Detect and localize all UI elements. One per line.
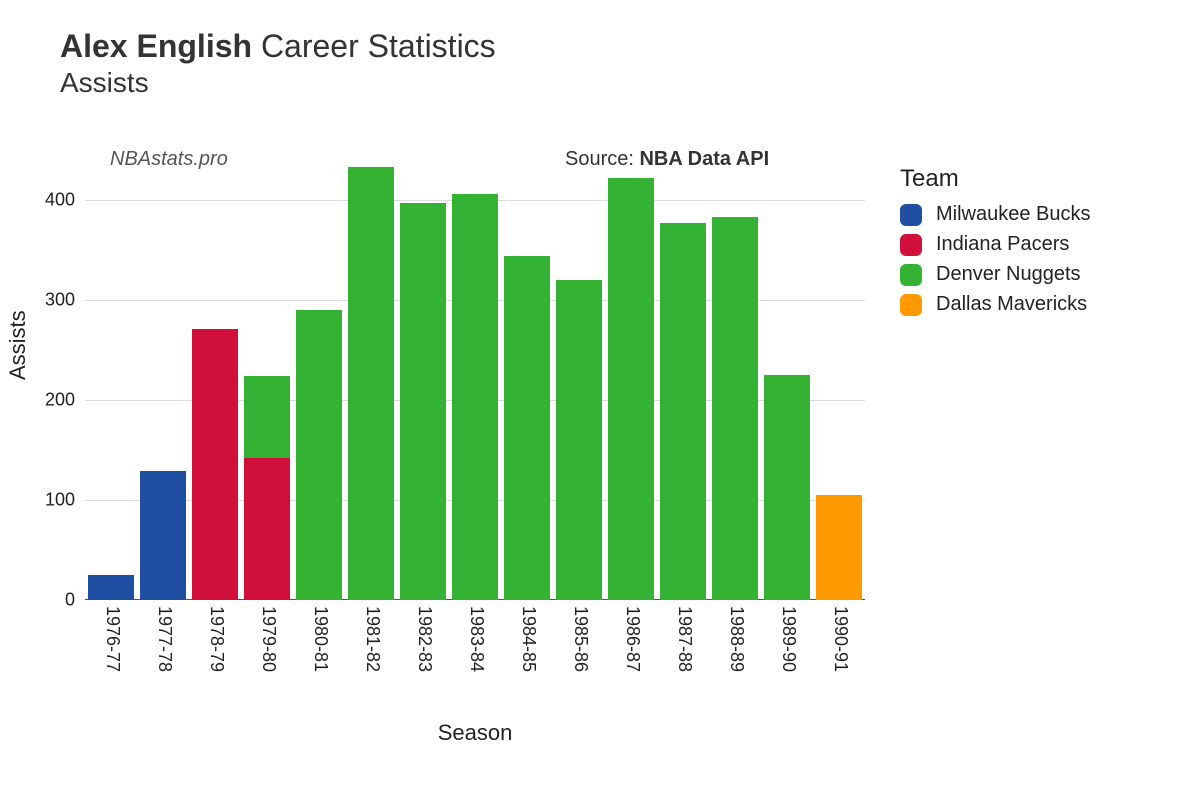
- bar-segment-denver: [244, 376, 291, 458]
- x-tick-label: 1977-78: [154, 606, 175, 672]
- bar: [504, 256, 551, 600]
- bar-segment-denver: [400, 203, 447, 600]
- legend-label: Milwaukee Bucks: [936, 203, 1091, 226]
- legend-item-dallas: Dallas Mavericks: [900, 293, 1091, 316]
- legend-item-milwaukee: Milwaukee Bucks: [900, 203, 1091, 226]
- bar-segment-indiana: [244, 458, 291, 600]
- legend-label: Indiana Pacers: [936, 233, 1069, 256]
- y-tick-label: 0: [15, 590, 75, 611]
- bar-segment-denver: [660, 223, 707, 600]
- bar: [452, 194, 499, 600]
- bar: [348, 167, 395, 600]
- legend: Team Milwaukee Bucks Indiana Pacers Denver…: [900, 165, 1091, 323]
- bar-segment-denver: [556, 280, 603, 600]
- bar-segment-dallas: [816, 495, 863, 600]
- bar-segment-denver: [348, 167, 395, 600]
- legend-title: Team: [900, 165, 1091, 193]
- x-tick-label: 1983-84: [466, 606, 487, 672]
- x-tick-label: 1982-83: [414, 606, 435, 672]
- bar-segment-denver: [608, 178, 655, 600]
- x-axis-label: Season: [85, 720, 865, 746]
- chart-title: Alex English Career Statistics Assists: [60, 28, 496, 99]
- source-prefix: Source:: [565, 148, 639, 170]
- bar-segment-denver: [712, 217, 759, 600]
- legend-swatch: [900, 204, 922, 226]
- bar: [192, 329, 239, 600]
- x-tick-label: 1989-90: [778, 606, 799, 672]
- player-name: Alex English: [60, 28, 252, 64]
- x-tick-label: 1981-82: [362, 606, 383, 672]
- bar-segment-denver: [764, 375, 811, 600]
- legend-label: Dallas Mavericks: [936, 293, 1087, 316]
- bar: [88, 575, 135, 600]
- bar-segment-denver: [504, 256, 551, 600]
- bar: [400, 203, 447, 600]
- bar: [764, 375, 811, 600]
- bar-segment-denver: [296, 310, 343, 600]
- title-suffix: Career Statistics: [261, 28, 496, 64]
- x-tick-label: 1984-85: [518, 606, 539, 672]
- x-tick-label: 1990-91: [830, 606, 851, 672]
- legend-swatch: [900, 264, 922, 286]
- bar: [556, 280, 603, 600]
- bar: [140, 471, 187, 600]
- source-attribution: Source: NBA Data API: [565, 148, 769, 171]
- x-tick-label: 1986-87: [622, 606, 643, 672]
- bar-segment-denver: [452, 194, 499, 600]
- bar-segment-milwaukee: [88, 575, 135, 600]
- x-tick-label: 1988-89: [726, 606, 747, 672]
- x-tick-label: 1987-88: [674, 606, 695, 672]
- legend-label: Denver Nuggets: [936, 263, 1081, 286]
- legend-swatch: [900, 294, 922, 316]
- y-axis-label: Assists: [5, 310, 31, 380]
- y-tick-label: 100: [15, 490, 75, 511]
- chart-subtitle: Assists: [60, 67, 496, 99]
- bar: [244, 376, 291, 600]
- bar: [712, 217, 759, 600]
- plot-area: 01002003004001976-771977-781978-791979-8…: [85, 170, 865, 600]
- y-tick-label: 300: [15, 290, 75, 311]
- x-tick-label: 1985-86: [570, 606, 591, 672]
- bar: [660, 223, 707, 600]
- legend-item-denver: Denver Nuggets: [900, 263, 1091, 286]
- legend-swatch: [900, 234, 922, 256]
- watermark-text: NBAstats.pro: [110, 148, 228, 171]
- bar: [296, 310, 343, 600]
- x-tick-label: 1980-81: [310, 606, 331, 672]
- x-tick-label: 1979-80: [258, 606, 279, 672]
- bar: [816, 495, 863, 600]
- bar-segment-indiana: [192, 329, 239, 600]
- bar-segment-milwaukee: [140, 471, 187, 600]
- y-tick-label: 400: [15, 190, 75, 211]
- source-name: NBA Data API: [639, 148, 769, 170]
- x-tick-label: 1978-79: [206, 606, 227, 672]
- legend-item-indiana: Indiana Pacers: [900, 233, 1091, 256]
- y-tick-label: 200: [15, 390, 75, 411]
- bar: [608, 178, 655, 600]
- x-tick-label: 1976-77: [102, 606, 123, 672]
